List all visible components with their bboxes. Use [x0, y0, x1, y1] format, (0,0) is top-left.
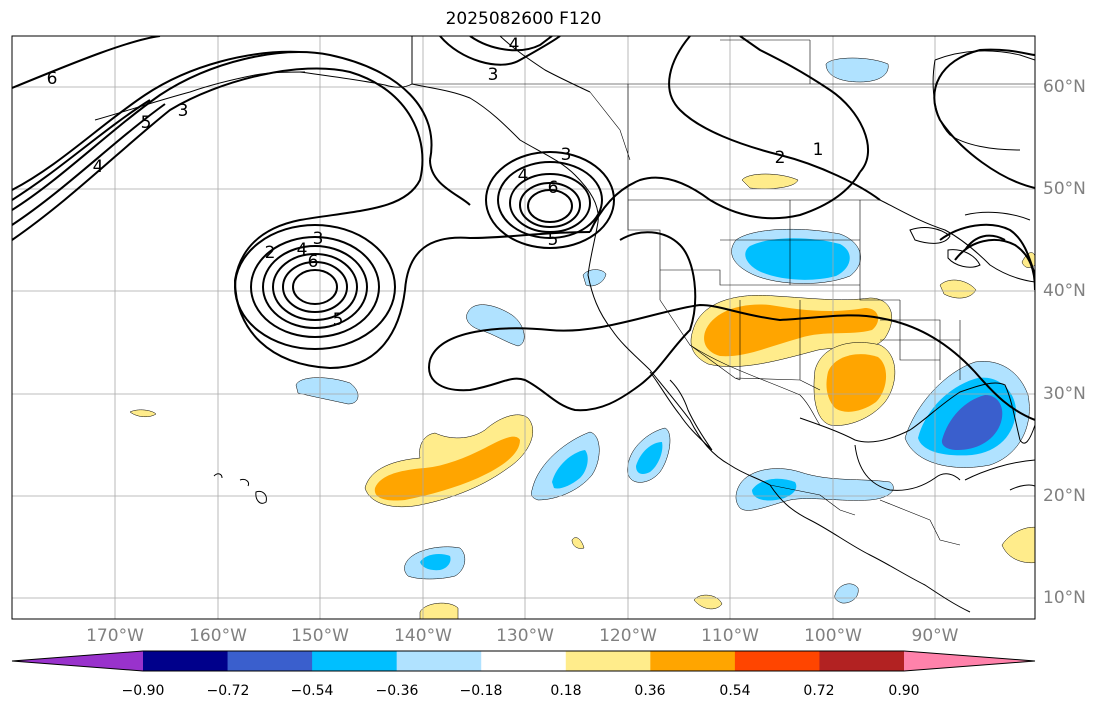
- colorbar-tick-label: −0.72: [206, 683, 250, 699]
- lon-label: 100°W: [804, 626, 862, 646]
- lon-label: 170°W: [86, 626, 144, 646]
- contour-label: 5: [141, 113, 152, 133]
- lon-label: 90°W: [911, 626, 959, 646]
- shade-orange: [826, 354, 887, 412]
- lat-label: 60°N: [1043, 77, 1086, 97]
- colorbar: [12, 651, 1035, 671]
- lon-label: 110°W: [701, 626, 759, 646]
- contour-label: 4: [509, 35, 520, 55]
- contour-label: 3: [313, 229, 324, 249]
- lon-label: 140°W: [394, 626, 452, 646]
- contour-label: 3: [488, 65, 499, 85]
- colorbar-tick-label: −0.90: [121, 683, 165, 699]
- colorbar-tick-label: −0.36: [375, 683, 419, 699]
- contour-label: 3: [178, 101, 189, 121]
- lon-label: 150°W: [291, 626, 349, 646]
- shade-light-yellow: [129, 409, 157, 417]
- shade-blue: [752, 478, 797, 501]
- lat-label: 20°N: [1043, 486, 1086, 506]
- contour-label: 6: [308, 252, 319, 272]
- contour-label: 5: [333, 310, 344, 330]
- shade-light-yellow: [419, 602, 459, 619]
- contour-label: 4: [297, 240, 308, 260]
- contour-label: 6: [548, 178, 559, 198]
- colorbar-tick-label: 0.72: [803, 683, 835, 699]
- shade-dark-blue: [941, 395, 1003, 450]
- contour-label: 3: [561, 145, 572, 165]
- shade-light-yellow: [571, 537, 585, 549]
- contour-label: 1: [813, 140, 824, 160]
- shade-blue: [420, 554, 451, 571]
- shade-light-yellow: [741, 173, 799, 189]
- colorbar-tick-label: 0.54: [719, 683, 751, 699]
- coastlines: [94, 36, 1035, 613]
- colorbar-segment: [312, 651, 398, 671]
- contour-label: 6: [47, 69, 58, 89]
- lat-label: 10°N: [1043, 588, 1086, 608]
- lon-label: 120°W: [599, 626, 657, 646]
- anomaly-contours: [12, 36, 1035, 421]
- shade-light-blue: [825, 57, 889, 83]
- shade-light-blue: [295, 377, 359, 405]
- colorbar-segment: [481, 651, 567, 671]
- colorbar-tick-label: 0.36: [634, 683, 666, 699]
- contour-label: 4: [518, 166, 529, 186]
- colorbar-segment: [396, 651, 482, 671]
- lat-label: 40°N: [1043, 281, 1086, 301]
- map-frame: [11, 35, 1036, 620]
- colorbar-tick-label: −0.54: [290, 683, 334, 699]
- shade-orange: [374, 436, 520, 501]
- lat-label: 30°N: [1043, 384, 1086, 404]
- shade-light-yellow: [939, 279, 977, 299]
- map-title: 2025082600 F120: [445, 9, 602, 29]
- colorbar-tick-label: −0.18: [459, 683, 503, 699]
- contour-label: 2: [775, 148, 786, 168]
- shade-blue: [552, 450, 588, 489]
- borders: [412, 39, 1035, 546]
- shade-light-yellow: [693, 594, 723, 610]
- shade-light-blue: [582, 269, 607, 287]
- colorbar-segment: [734, 651, 820, 671]
- colorbar-extend-low: [12, 651, 143, 671]
- colorbar-segment: [565, 651, 651, 671]
- shade-orange: [704, 304, 879, 357]
- colorbar-tick-label: 0.18: [550, 683, 582, 699]
- colorbar-segment: [650, 651, 736, 671]
- anomaly-shading: [129, 57, 1035, 619]
- shade-blue: [745, 238, 850, 280]
- contour-labels: 6 4 3 5 4 3 2 4 3 6 5 3 4 6 5 2 1: [47, 35, 824, 330]
- colorbar-tick-label: 0.90: [888, 683, 920, 699]
- shade-blue: [636, 442, 663, 474]
- colorbar-segment: [819, 651, 905, 671]
- lon-label: 160°W: [189, 626, 247, 646]
- colorbar-outline: [11, 650, 1036, 672]
- shade-light-yellow: [1001, 527, 1035, 563]
- contour-label: 4: [93, 157, 104, 177]
- colorbar-segment: [143, 651, 229, 671]
- lat-label: 50°N: [1043, 179, 1086, 199]
- shade-light-blue: [834, 583, 859, 604]
- shade-light-blue: [466, 304, 525, 347]
- contour-label: 5: [548, 230, 559, 250]
- colorbar-extend-high: [904, 651, 1035, 671]
- contour-label: 2: [265, 243, 276, 263]
- lon-label: 130°W: [496, 626, 554, 646]
- colorbar-segment: [227, 651, 313, 671]
